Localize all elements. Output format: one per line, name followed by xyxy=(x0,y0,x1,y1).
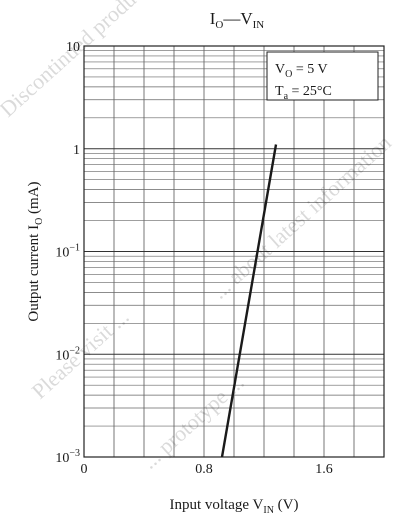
y-tick-label: 10−1 xyxy=(55,243,80,261)
y-tick-label: 10−3 xyxy=(55,448,80,466)
annotation-box xyxy=(266,51,379,101)
series-line xyxy=(220,144,278,458)
title-sep: — xyxy=(222,9,241,28)
annotation-line-2: Ta = 25°C xyxy=(275,84,332,102)
y-tick-labels: 10 1 10−1 10−2 10−3 xyxy=(55,40,80,466)
annotation-line-1: VO = 5 V xyxy=(275,62,328,80)
x-tick-label: 0 xyxy=(81,462,88,477)
x-axis-label: Input voltage VIN (V) xyxy=(169,497,298,516)
y-tick-label: 1 xyxy=(73,143,80,158)
x-tick-label: 0.8 xyxy=(195,462,213,477)
title-rest: V xyxy=(240,9,253,28)
x-tick-labels: 0 0.8 1.6 xyxy=(81,462,333,477)
grid xyxy=(84,46,384,457)
y-tick-label: 10−2 xyxy=(55,345,80,363)
title-main-sub: O xyxy=(215,19,223,31)
series-layer xyxy=(220,144,278,458)
y-axis-label: Output current IO (mA) xyxy=(26,181,45,321)
title-rest-sub: IN xyxy=(253,19,265,31)
y-tick-label: 10 xyxy=(66,40,80,55)
chart-title: IO—VIN xyxy=(210,9,265,31)
title-main: I xyxy=(210,9,216,28)
x-tick-label: 1.6 xyxy=(315,462,333,477)
plot-frame xyxy=(83,45,385,458)
